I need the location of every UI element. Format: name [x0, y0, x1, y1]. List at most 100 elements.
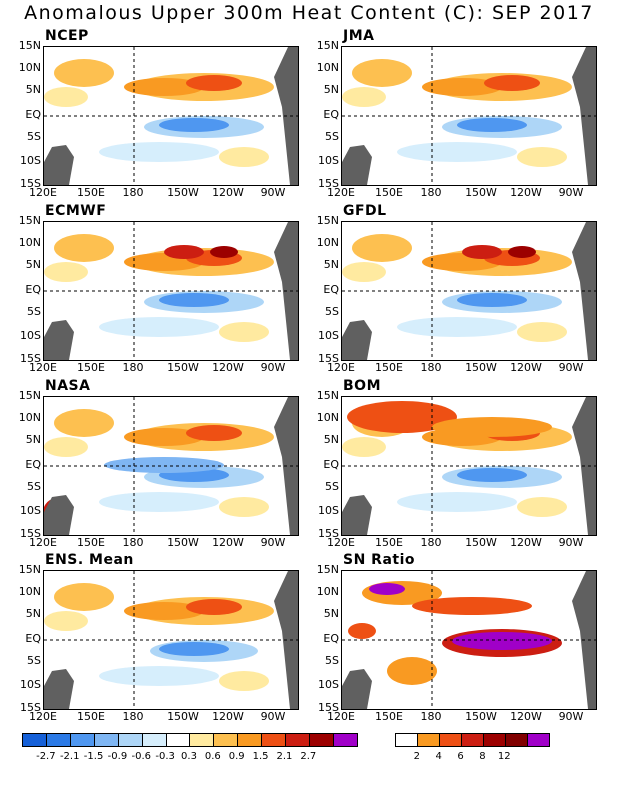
- panel-title: BOM: [343, 378, 382, 394]
- lat-tick-label: 10N: [18, 411, 41, 424]
- lon-tick-label: 180: [420, 361, 442, 374]
- lon-tick-label: 90W: [260, 186, 286, 199]
- colorbar-swatch: [309, 734, 333, 746]
- lon-tick-label: 120W: [212, 361, 244, 374]
- map-panel-ens-mean: [43, 570, 299, 710]
- lat-tick-label: 5N: [25, 83, 41, 96]
- map-panel-sn-ratio: [341, 570, 597, 710]
- colorbar-label: -2.7: [36, 751, 56, 762]
- colorbar-label: 2: [413, 751, 421, 762]
- map-panel-nasa: [43, 396, 299, 536]
- colorbar-label: -0.6: [131, 751, 152, 762]
- colorbar-swatch: [332, 734, 357, 746]
- colorbar-label: 2.1: [276, 751, 293, 762]
- lon-tick-label: 150W: [465, 536, 497, 549]
- lat-tick-label: 15N: [316, 39, 339, 52]
- lat-tick-label: EQ: [323, 283, 339, 296]
- lon-tick-label: 180: [420, 710, 442, 723]
- colorbar-swatch: [237, 734, 262, 746]
- panel-title: NASA: [45, 378, 91, 394]
- colorbar-label: 4: [435, 751, 442, 762]
- lat-tick-label: EQ: [323, 458, 339, 471]
- lon-tick-label: 120E: [29, 361, 57, 374]
- panel-title: ENS. Mean: [45, 552, 134, 568]
- lat-tick-label: 10N: [18, 61, 41, 74]
- lon-tick-label: 120W: [510, 536, 542, 549]
- panel-title: SN Ratio: [343, 552, 416, 568]
- lat-tick-label: 15S: [318, 701, 339, 714]
- lon-tick-label: 120E: [327, 710, 355, 723]
- lat-tick-label: 10S: [318, 678, 339, 691]
- lon-tick-label: 150E: [77, 361, 105, 374]
- lat-tick-label: 10S: [20, 678, 41, 691]
- lat-tick-label: 5S: [27, 480, 41, 493]
- colorbar-label: -0.9: [107, 751, 128, 762]
- colorbar-swatch: [483, 734, 505, 746]
- lat-tick-label: 10S: [318, 329, 339, 342]
- lat-tick-label: 15N: [316, 563, 339, 576]
- lon-tick-label: 120E: [29, 186, 57, 199]
- lon-tick-label: 150E: [375, 361, 403, 374]
- map-panel-jma: [341, 46, 597, 186]
- lon-tick-label: 180: [122, 361, 144, 374]
- lat-tick-label: 5S: [27, 654, 41, 667]
- lat-tick-label: 15N: [18, 563, 41, 576]
- lon-tick-label: 180: [420, 186, 442, 199]
- colorbar-swatch: [439, 734, 461, 746]
- colorbar-label: 12: [497, 751, 511, 762]
- sn-ratio-colorbar: [395, 733, 550, 747]
- lat-tick-label: EQ: [25, 283, 41, 296]
- lat-tick-label: 15S: [20, 701, 41, 714]
- lat-tick-label: 15S: [20, 527, 41, 540]
- lon-tick-label: 120E: [327, 186, 355, 199]
- lat-tick-label: 10N: [18, 236, 41, 249]
- colorbar-label: 6: [457, 751, 464, 762]
- lon-tick-label: 90W: [558, 361, 584, 374]
- lon-tick-label: 180: [420, 536, 442, 549]
- lat-tick-label: 15S: [318, 352, 339, 365]
- colorbar-swatch: [461, 734, 483, 746]
- lat-tick-label: EQ: [323, 632, 339, 645]
- lat-tick-label: 5N: [25, 258, 41, 271]
- lat-tick-label: 15N: [316, 214, 339, 227]
- lat-tick-label: 10N: [316, 411, 339, 424]
- lon-tick-label: 150W: [465, 710, 497, 723]
- lat-tick-label: 5S: [325, 130, 339, 143]
- lat-tick-label: 10S: [20, 329, 41, 342]
- lat-tick-label: 10S: [318, 154, 339, 167]
- lon-tick-label: 150E: [77, 536, 105, 549]
- lon-tick-label: 150W: [167, 186, 199, 199]
- colorbar-swatch: [23, 734, 46, 746]
- lat-tick-label: EQ: [25, 632, 41, 645]
- map-panel-ncep: [43, 46, 299, 186]
- lon-tick-label: 180: [122, 536, 144, 549]
- colorbar-swatch: [69, 734, 94, 746]
- lat-tick-label: 5N: [323, 433, 339, 446]
- lat-tick-label: 5N: [25, 433, 41, 446]
- lon-tick-label: 150W: [167, 536, 199, 549]
- lon-tick-label: 150W: [465, 186, 497, 199]
- lat-tick-label: 15N: [316, 389, 339, 402]
- lat-tick-label: 5S: [325, 305, 339, 318]
- colorbar-label: 0.3: [181, 751, 197, 762]
- lat-tick-label: 5S: [325, 480, 339, 493]
- lat-tick-label: 10S: [318, 504, 339, 517]
- lon-tick-label: 90W: [558, 536, 584, 549]
- colorbar-swatch: [189, 734, 214, 746]
- lat-tick-label: 15S: [20, 352, 41, 365]
- lon-tick-label: 120E: [327, 536, 355, 549]
- lon-tick-label: 120W: [510, 710, 542, 723]
- colorbar-swatch: [117, 734, 142, 746]
- lat-tick-label: 15N: [18, 214, 41, 227]
- lat-tick-label: 10N: [18, 585, 41, 598]
- colorbar-label: 1.5: [252, 751, 269, 762]
- lon-tick-label: 150E: [77, 186, 105, 199]
- panel-title: JMA: [343, 28, 375, 44]
- colorbar-swatch: [45, 734, 70, 746]
- colorbar-label: -0.3: [155, 751, 175, 762]
- map-panel-bom: [341, 396, 597, 536]
- lat-tick-label: 10N: [316, 585, 339, 598]
- colorbar-swatch: [213, 734, 238, 746]
- lon-tick-label: 150E: [375, 536, 403, 549]
- panel-title: ECMWF: [45, 203, 107, 219]
